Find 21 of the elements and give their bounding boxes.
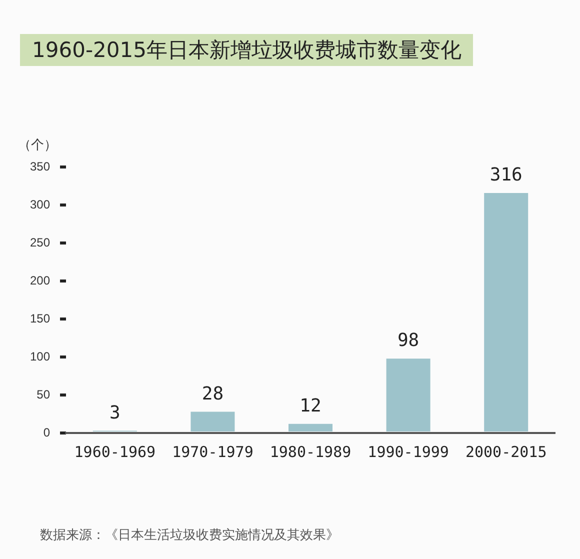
x-tick-label: 1990-1999 (368, 442, 449, 461)
x-tick-label: 1960-1969 (74, 442, 156, 461)
x-tick-label: 1970-1979 (172, 442, 254, 461)
y-tick-label: 250 (30, 235, 50, 250)
data-label: 12 (300, 396, 322, 417)
y-axis-title: （个） (18, 137, 57, 154)
data-label: 3 (109, 402, 120, 424)
data-label: 28 (202, 383, 224, 404)
x-tick-label: 1980-1989 (270, 442, 352, 461)
y-tick-label: 50 (36, 387, 50, 402)
y-tick-label: 200 (30, 273, 50, 288)
y-tick-label: 300 (30, 197, 50, 212)
y-tick-label: 350 (30, 160, 50, 174)
x-tick-label: 2000-2015 (465, 442, 547, 461)
y-tick-label: 100 (30, 349, 50, 364)
y-tick-label: 150 (30, 311, 50, 326)
source-note: 数据来源：《日本生活垃圾收费实施情况及其效果》 (40, 527, 339, 544)
data-label: 98 (397, 330, 420, 352)
chart-title: 1960-2015年日本新增垃圾收费城市数量变化 (20, 34, 474, 66)
data-label: 316 (490, 164, 522, 186)
y-tick-label: 0 (43, 425, 50, 440)
